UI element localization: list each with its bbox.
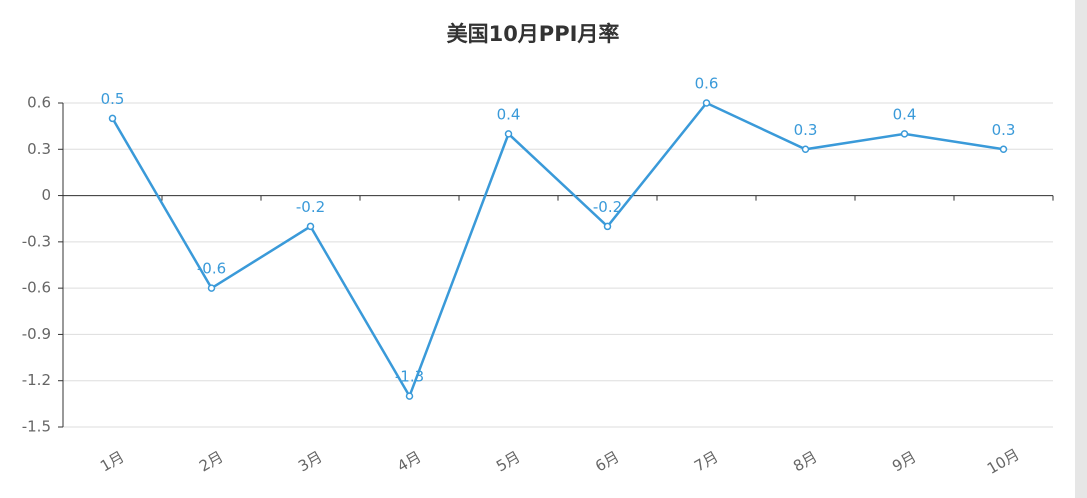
point: [999, 145, 1008, 154]
y-tick-label: -0.9: [22, 325, 51, 343]
point: [108, 114, 117, 123]
x-tick-label: 5月: [493, 448, 523, 476]
value-label: 0.4: [893, 105, 917, 123]
point: [207, 284, 216, 292]
x-tick-label: 2月: [196, 448, 226, 476]
y-tick-label: -0.6: [22, 279, 51, 297]
x-tick-label: 8月: [790, 448, 820, 476]
y-tick-label: 0.6: [27, 94, 51, 112]
point: [900, 130, 909, 138]
value-label: 0.6: [695, 75, 719, 93]
value-label: -0.6: [197, 260, 226, 278]
x-tick-label: 1月: [97, 448, 127, 476]
x-tick-label: 9月: [889, 448, 919, 476]
point: [801, 145, 810, 154]
value-label: 0.4: [497, 105, 521, 123]
point: [504, 130, 513, 138]
value-label: 0.3: [992, 121, 1016, 139]
x-tick-label: 4月: [394, 448, 424, 476]
y-tick-label: 0: [41, 186, 51, 204]
x-tick-label: 10月: [984, 445, 1023, 478]
x-tick-label: 6月: [592, 448, 622, 476]
y-tick-label: -1.5: [22, 418, 51, 436]
value-label: -0.2: [296, 198, 325, 216]
scrollbar: [1075, 0, 1087, 498]
x-tick-label: 7月: [691, 448, 721, 476]
value-label: -0.2: [593, 198, 622, 216]
point: [603, 222, 612, 231]
y-tick-label: 0.3: [27, 140, 51, 158]
value-label: 0.3: [794, 121, 818, 139]
y-tick-label: -1.2: [22, 371, 51, 389]
x-tick-label: 3月: [295, 448, 325, 476]
chart-title: 美国10月PPI月率: [447, 22, 620, 46]
point: [405, 392, 414, 400]
line: [111, 101, 1004, 400]
point: [306, 222, 315, 231]
point: [702, 99, 711, 107]
y-tick-label: -0.3: [22, 232, 51, 250]
value-label: -1.3: [395, 368, 424, 386]
value-label: 0.5: [101, 90, 125, 108]
